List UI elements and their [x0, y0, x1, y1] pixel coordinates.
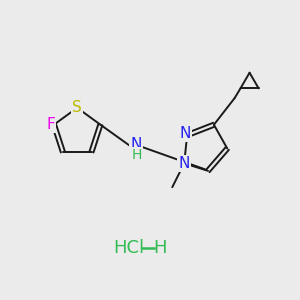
Text: N: N [178, 156, 190, 171]
Text: S: S [72, 100, 82, 115]
Text: N: N [130, 137, 142, 152]
Text: H: H [131, 148, 142, 162]
Text: N: N [179, 126, 190, 141]
Text: H: H [154, 239, 167, 257]
Text: F: F [46, 116, 55, 131]
Text: HCl: HCl [114, 239, 145, 257]
